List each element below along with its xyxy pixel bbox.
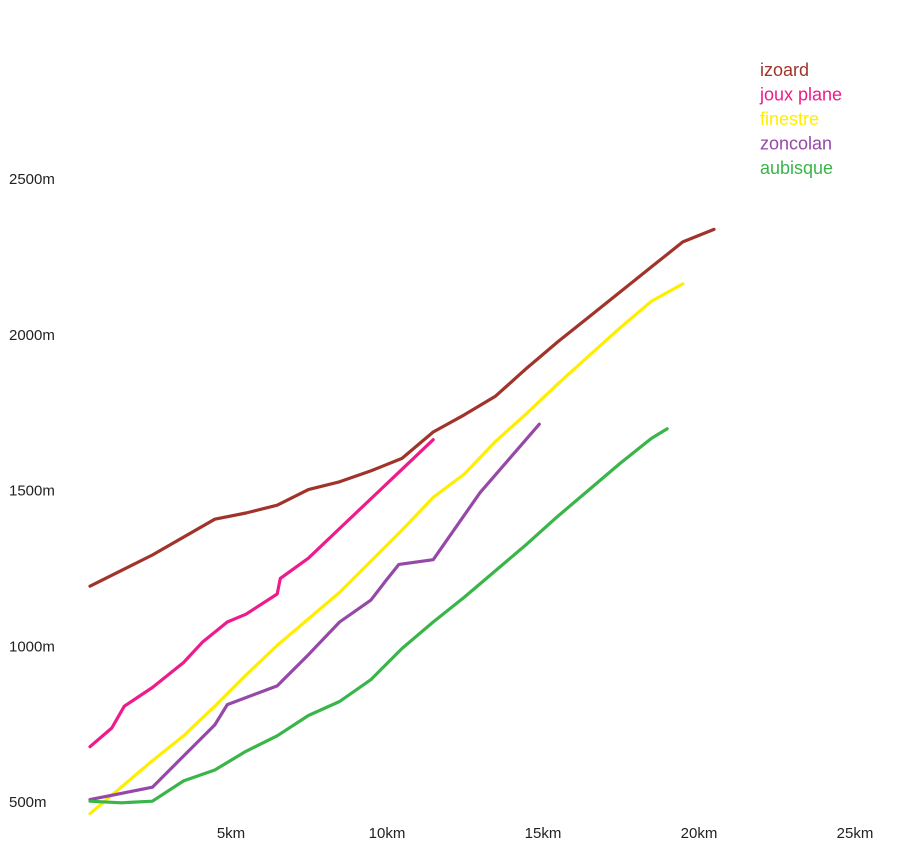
legend-item-joux-plane: joux plane (759, 85, 842, 105)
y-axis-tick-labels: 500m 1000m 1500m 2000m 2500m (9, 171, 55, 811)
legend-item-zoncolan: zoncolan (760, 134, 832, 154)
x-tick-label: 15km (525, 825, 562, 842)
series-lines (88, 227, 716, 816)
y-tick-label: 2000m (9, 327, 55, 344)
legend-item-finestre: finestre (760, 109, 819, 129)
series-line-aubisque (88, 427, 669, 805)
y-tick-label: 2500m (9, 171, 55, 188)
legend: izoard joux plane finestre zoncolan aubisque (759, 60, 842, 178)
series-line-finestre (88, 282, 685, 816)
x-tick-label: 20km (681, 825, 718, 842)
y-tick-label: 1500m (9, 483, 55, 500)
x-tick-label: 25km (837, 825, 874, 842)
series-line-zoncolan (88, 422, 541, 802)
x-tick-label: 10km (369, 825, 406, 842)
legend-item-aubisque: aubisque (760, 158, 833, 178)
y-tick-label: 500m (9, 794, 47, 811)
series-line-izoard (88, 227, 716, 588)
series-line-joux-plane (88, 438, 435, 749)
x-axis-tick-labels: 5km 10km 15km 20km 25km (217, 825, 874, 842)
y-tick-label: 1000m (9, 638, 55, 655)
legend-item-izoard: izoard (760, 60, 809, 80)
x-tick-label: 5km (217, 825, 245, 842)
